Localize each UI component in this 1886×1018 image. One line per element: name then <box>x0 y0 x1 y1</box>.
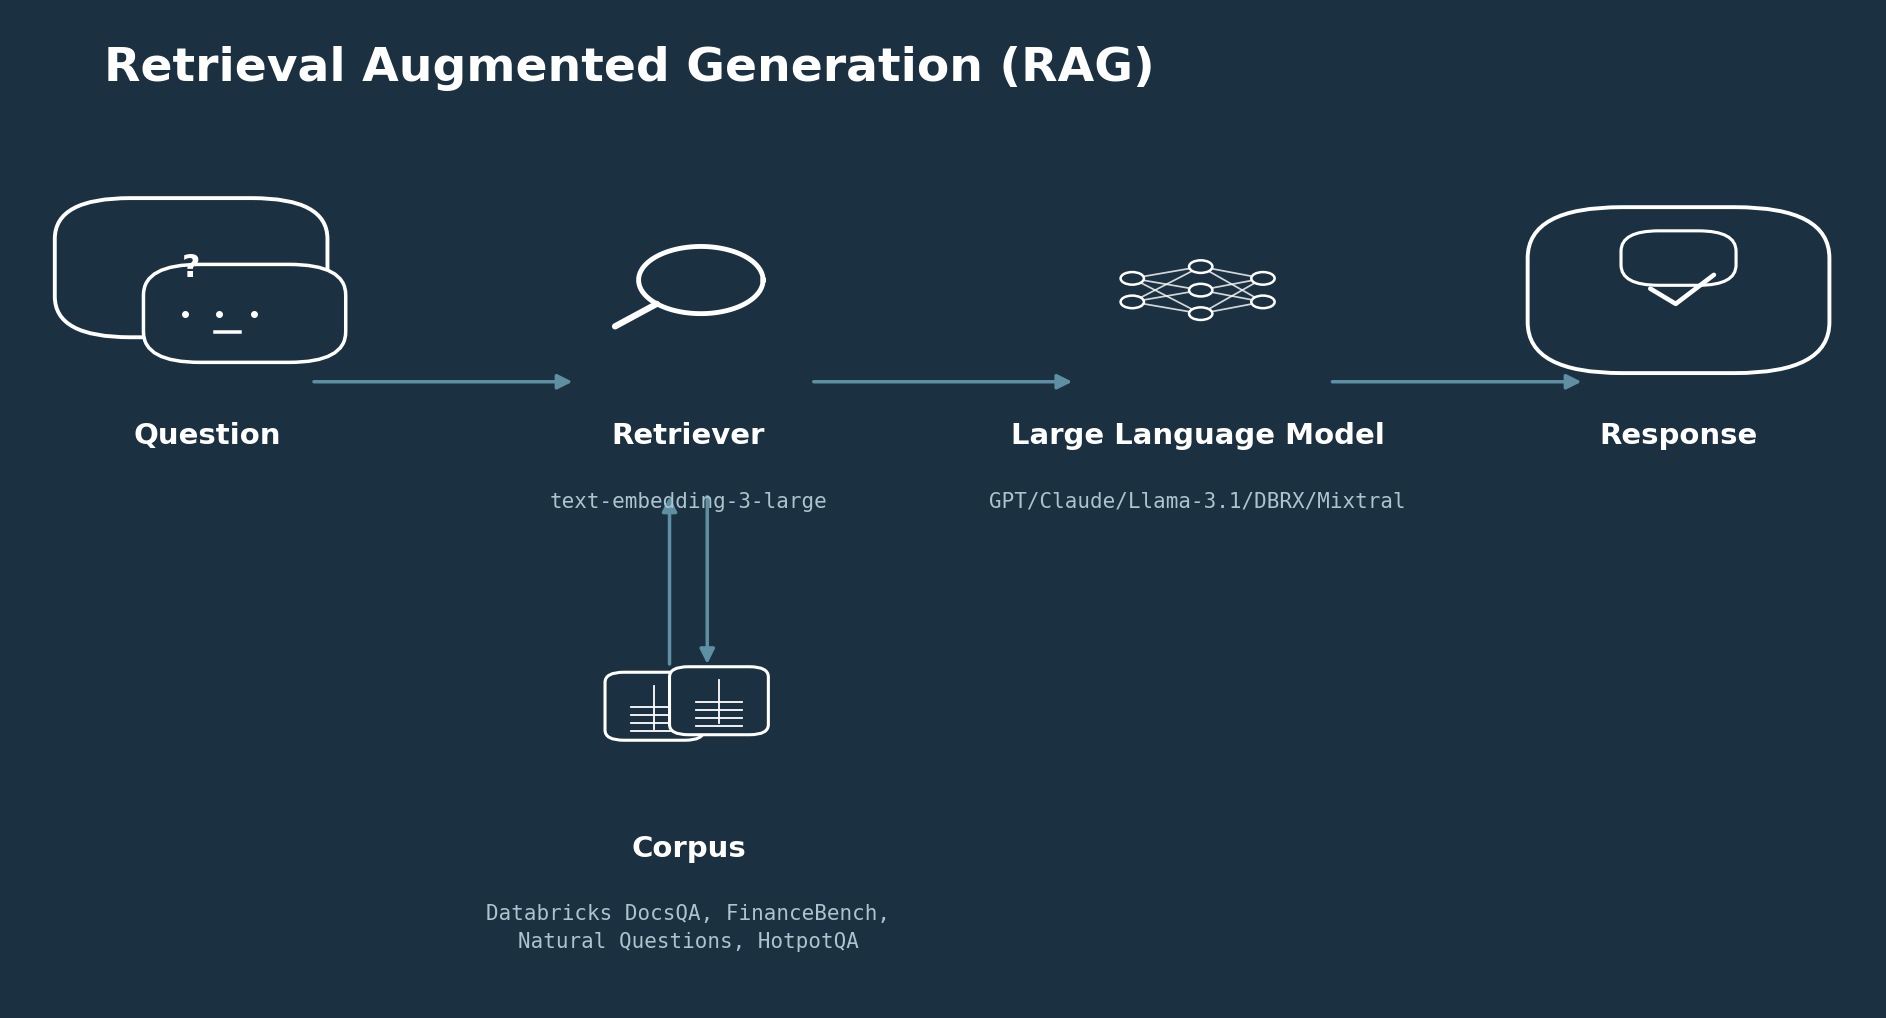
Text: Response: Response <box>1599 422 1758 451</box>
Text: GPT/Claude/Llama-3.1/DBRX/Mixtral: GPT/Claude/Llama-3.1/DBRX/Mixtral <box>990 492 1405 512</box>
FancyBboxPatch shape <box>1622 231 1735 285</box>
Circle shape <box>1250 295 1275 308</box>
Circle shape <box>1250 272 1275 285</box>
Text: Large Language Model: Large Language Model <box>1011 422 1384 451</box>
Circle shape <box>1188 261 1213 273</box>
Circle shape <box>1120 272 1145 285</box>
Text: ?: ? <box>181 252 200 284</box>
FancyBboxPatch shape <box>55 199 328 337</box>
Text: Retriever: Retriever <box>611 422 766 451</box>
Text: Question: Question <box>134 422 281 451</box>
Text: text-embedding-3-large: text-embedding-3-large <box>549 492 828 512</box>
FancyBboxPatch shape <box>670 667 768 735</box>
FancyBboxPatch shape <box>1528 208 1829 374</box>
Circle shape <box>1188 284 1213 296</box>
Text: Databricks DocsQA, FinanceBench,
Natural Questions, HotpotQA: Databricks DocsQA, FinanceBench, Natural… <box>487 904 890 952</box>
Text: Retrieval Augmented Generation (RAG): Retrieval Augmented Generation (RAG) <box>104 46 1154 91</box>
Circle shape <box>1188 307 1213 320</box>
Polygon shape <box>215 332 240 344</box>
FancyBboxPatch shape <box>143 265 345 362</box>
Polygon shape <box>170 296 200 310</box>
Circle shape <box>1120 295 1145 308</box>
Text: Corpus: Corpus <box>632 835 745 863</box>
FancyBboxPatch shape <box>605 672 703 740</box>
